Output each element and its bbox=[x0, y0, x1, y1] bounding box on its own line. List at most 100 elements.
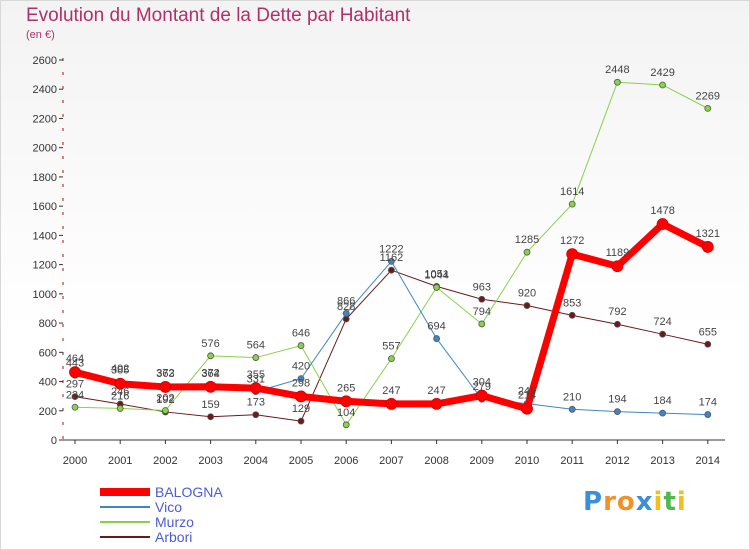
data-point-vico bbox=[568, 405, 576, 413]
data-label-murzo: 646 bbox=[292, 328, 310, 340]
data-label-arbori: 1162 bbox=[380, 252, 404, 264]
data-label-arbori: 963 bbox=[473, 281, 491, 293]
data-point-murzo bbox=[71, 403, 79, 411]
data-point-balogna bbox=[611, 260, 624, 273]
data-label-balogna: 214 bbox=[518, 390, 536, 402]
axes: 0 200 400 600 800 1000 1200 1400 1600 1800 2000 220… bbox=[33, 55, 725, 467]
legend-item-murzo: Murzo bbox=[100, 514, 300, 530]
data-label-balogna: 464 bbox=[66, 353, 84, 365]
data-label-arbori: 792 bbox=[608, 306, 626, 318]
data-point-vico bbox=[433, 335, 441, 342]
data-label-arbori: 853 bbox=[563, 297, 581, 309]
data-label-arbori: 297 bbox=[66, 379, 84, 391]
legend-swatch-balogna bbox=[100, 488, 150, 496]
data-point-murzo bbox=[478, 320, 486, 328]
data-point-arbori bbox=[478, 295, 486, 303]
legend-swatch-vico bbox=[100, 506, 150, 508]
x-tick-label: 2008 bbox=[424, 455, 448, 467]
data-point-murzo bbox=[297, 342, 305, 349]
data-point-arbori bbox=[387, 266, 395, 274]
y-tick-label: 2200 bbox=[33, 113, 57, 125]
x-tick-label: 2012 bbox=[605, 455, 629, 467]
data-label-balogna: 304 bbox=[473, 377, 491, 389]
legend-label-vico: Vico bbox=[155, 499, 182, 515]
data-label-arbori: 159 bbox=[201, 399, 219, 411]
data-point-murzo bbox=[387, 355, 395, 362]
data-label-balogna: 265 bbox=[337, 382, 355, 394]
data-label-murzo: 576 bbox=[201, 338, 219, 350]
x-tick-label: 2013 bbox=[650, 455, 674, 467]
data-label-vico: 279 bbox=[473, 381, 491, 393]
data-point-vico bbox=[659, 409, 666, 417]
y-tick-label: 2400 bbox=[33, 84, 57, 96]
data-point-vico bbox=[387, 257, 395, 265]
data-label-vico: 372 bbox=[156, 368, 174, 380]
data-point-arbori bbox=[252, 411, 260, 419]
data-point-balogna bbox=[475, 389, 488, 402]
y-tick-label: 1400 bbox=[33, 230, 57, 242]
chart-title: Evolution du Montant de la Dette par Hab… bbox=[26, 5, 411, 26]
data-point-vico bbox=[704, 411, 712, 418]
series-lines bbox=[69, 78, 714, 429]
legend-swatch-murzo bbox=[100, 521, 150, 523]
data-point-vico bbox=[342, 310, 350, 317]
logo-letter: x bbox=[635, 487, 654, 517]
data-label-arbori: 828 bbox=[337, 301, 355, 313]
data-label-murzo: 224 bbox=[66, 389, 84, 401]
y-tick-label: 2000 bbox=[33, 143, 57, 155]
data-label-arbori: 173 bbox=[247, 397, 265, 409]
x-tick-label: 2007 bbox=[379, 455, 403, 467]
data-point-arbori bbox=[523, 302, 531, 309]
proxiti-logo: Proxiti bbox=[583, 487, 687, 517]
logo-letter: P bbox=[583, 487, 604, 517]
data-label-balogna: 1272 bbox=[560, 235, 584, 247]
data-point-murzo bbox=[116, 405, 124, 412]
logo-letter: i bbox=[676, 487, 687, 517]
data-point-vico bbox=[614, 408, 621, 416]
legend-item-vico: Vico bbox=[100, 499, 300, 515]
x-tick-label: 2002 bbox=[153, 455, 177, 467]
logo-letter: t bbox=[663, 487, 677, 517]
data-label-balogna: 298 bbox=[292, 377, 310, 389]
legend-label-balogna: BALOGNA bbox=[155, 484, 223, 500]
data-point-murzo bbox=[161, 407, 169, 414]
data-label-arbori: 655 bbox=[699, 326, 717, 338]
data-label-vico: 194 bbox=[608, 394, 626, 406]
data-label-murzo: 2429 bbox=[650, 67, 674, 79]
data-label-arbori: 1051 bbox=[424, 268, 448, 280]
data-label-vico: 420 bbox=[292, 361, 310, 373]
data-point-balogna bbox=[521, 402, 533, 415]
data-point-balogna bbox=[204, 380, 217, 393]
data-point-balogna bbox=[295, 390, 307, 403]
data-label-arbori: 246 bbox=[111, 386, 129, 398]
data-label-balogna: 385 bbox=[111, 365, 129, 377]
data-point-murzo bbox=[207, 352, 215, 360]
legend-swatch-arbori bbox=[100, 536, 150, 538]
data-point-murzo bbox=[252, 354, 260, 361]
y-tick-label: 2600 bbox=[33, 55, 57, 67]
y-tick-label: 1600 bbox=[33, 201, 57, 213]
data-point-balogna bbox=[701, 241, 714, 253]
data-label-vico: 694 bbox=[427, 321, 445, 333]
x-tick-label: 2000 bbox=[63, 455, 87, 467]
data-point-murzo bbox=[659, 81, 666, 89]
data-label-vico: 331 bbox=[247, 374, 265, 386]
data-label-balogna: 1189 bbox=[606, 247, 630, 259]
data-point-balogna bbox=[430, 397, 443, 410]
legend-item-arbori: Arbori bbox=[100, 529, 300, 545]
data-point-murzo bbox=[568, 200, 576, 208]
data-label-murzo: 557 bbox=[382, 341, 400, 353]
data-point-arbori bbox=[297, 417, 305, 425]
data-point-balogna bbox=[249, 382, 262, 395]
chart-subtitle: (en €) bbox=[26, 29, 55, 41]
data-label-murzo: 216 bbox=[111, 390, 129, 402]
y-tick-label: 0 bbox=[51, 435, 57, 447]
data-label-vico: 1222 bbox=[379, 243, 403, 255]
data-point-arbori bbox=[71, 393, 79, 400]
x-tick-label: 2001 bbox=[108, 455, 132, 467]
data-point-balogna bbox=[656, 218, 669, 230]
data-point-murzo bbox=[433, 284, 441, 291]
data-point-murzo bbox=[614, 78, 621, 86]
data-point-murzo bbox=[523, 248, 531, 256]
